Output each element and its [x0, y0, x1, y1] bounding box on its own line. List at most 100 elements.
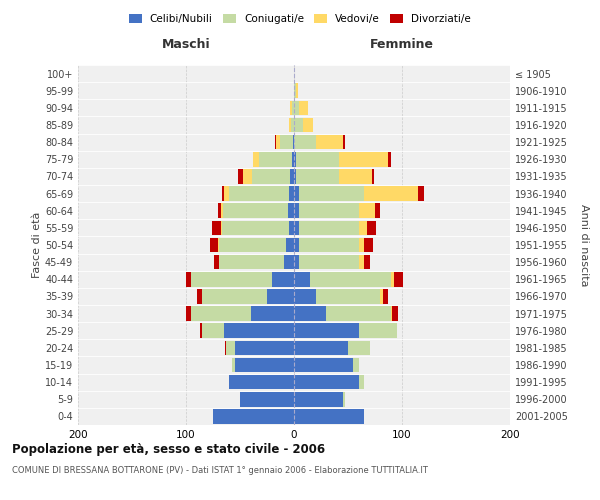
Bar [197, 289, 202, 304]
Bar [220, 255, 284, 270]
Bar [280, 135, 293, 150]
Bar [238, 169, 243, 184]
Bar [294, 238, 299, 252]
Bar [353, 358, 359, 372]
Bar [294, 169, 296, 184]
Bar [259, 152, 292, 166]
Bar [292, 152, 294, 166]
Bar [240, 392, 294, 406]
Bar [294, 135, 316, 150]
Bar [294, 220, 299, 235]
Text: COMUNE DI BRESSANA BOTTARONE (PV) - Dati ISTAT 1° gennaio 2006 - Elaborazione TU: COMUNE DI BRESSANA BOTTARONE (PV) - Dati… [12, 466, 428, 475]
Bar [299, 204, 359, 218]
Bar [272, 272, 294, 286]
Bar [359, 238, 364, 252]
Bar [291, 118, 294, 132]
Bar [226, 340, 235, 355]
Bar [221, 220, 289, 235]
Bar [294, 375, 359, 390]
Bar [235, 340, 294, 355]
Bar [294, 272, 310, 286]
Bar [290, 100, 292, 115]
Bar [294, 409, 364, 424]
Bar [340, 169, 372, 184]
Bar [200, 324, 202, 338]
Bar [221, 204, 223, 218]
Bar [218, 204, 221, 218]
Bar [191, 306, 251, 321]
Bar [218, 238, 220, 252]
Bar [391, 272, 394, 286]
Bar [221, 186, 224, 201]
Bar [229, 375, 294, 390]
Bar [364, 238, 373, 252]
Bar [310, 272, 391, 286]
Bar [191, 272, 272, 286]
Bar [220, 238, 286, 252]
Bar [392, 306, 398, 321]
Bar [294, 84, 296, 98]
Bar [293, 135, 294, 150]
Y-axis label: Anni di nascita: Anni di nascita [578, 204, 589, 286]
Bar [289, 220, 294, 235]
Bar [289, 186, 294, 201]
Bar [290, 169, 294, 184]
Bar [343, 392, 345, 406]
Text: Popolazione per età, sesso e stato civile - 2006: Popolazione per età, sesso e stato civil… [12, 442, 325, 456]
Bar [316, 289, 380, 304]
Bar [232, 358, 235, 372]
Bar [391, 306, 392, 321]
Bar [375, 204, 380, 218]
Bar [224, 186, 229, 201]
Bar [348, 340, 370, 355]
Bar [294, 289, 316, 304]
Bar [299, 238, 359, 252]
Bar [299, 220, 359, 235]
Bar [214, 255, 220, 270]
Bar [296, 84, 298, 98]
Text: Femmine: Femmine [370, 38, 434, 52]
Bar [364, 255, 370, 270]
Bar [383, 289, 388, 304]
Bar [235, 358, 294, 372]
Bar [359, 204, 375, 218]
Bar [294, 186, 299, 201]
Bar [359, 255, 364, 270]
Bar [359, 220, 367, 235]
Bar [299, 255, 359, 270]
Bar [394, 272, 403, 286]
Bar [294, 324, 359, 338]
Bar [294, 392, 343, 406]
Bar [343, 135, 345, 150]
Bar [202, 289, 267, 304]
Bar [294, 204, 299, 218]
Bar [253, 152, 259, 166]
Bar [359, 324, 397, 338]
Bar [186, 306, 191, 321]
Bar [252, 169, 290, 184]
Bar [292, 100, 294, 115]
Bar [267, 289, 294, 304]
Bar [299, 100, 308, 115]
Bar [202, 324, 224, 338]
Bar [284, 255, 294, 270]
Bar [359, 375, 364, 390]
Bar [212, 220, 221, 235]
Bar [294, 255, 299, 270]
Bar [296, 169, 340, 184]
Bar [286, 238, 294, 252]
Bar [326, 306, 391, 321]
Bar [294, 100, 299, 115]
Bar [294, 118, 302, 132]
Bar [388, 152, 391, 166]
Bar [223, 204, 287, 218]
Bar [294, 152, 296, 166]
Legend: Celibi/Nubili, Coniugati/e, Vedovi/e, Divorziati/e: Celibi/Nubili, Coniugati/e, Vedovi/e, Di… [125, 10, 475, 29]
Bar [299, 186, 364, 201]
Bar [213, 409, 294, 424]
Bar [225, 340, 226, 355]
Bar [186, 272, 191, 286]
Bar [380, 289, 383, 304]
Bar [302, 118, 313, 132]
Bar [316, 135, 343, 150]
